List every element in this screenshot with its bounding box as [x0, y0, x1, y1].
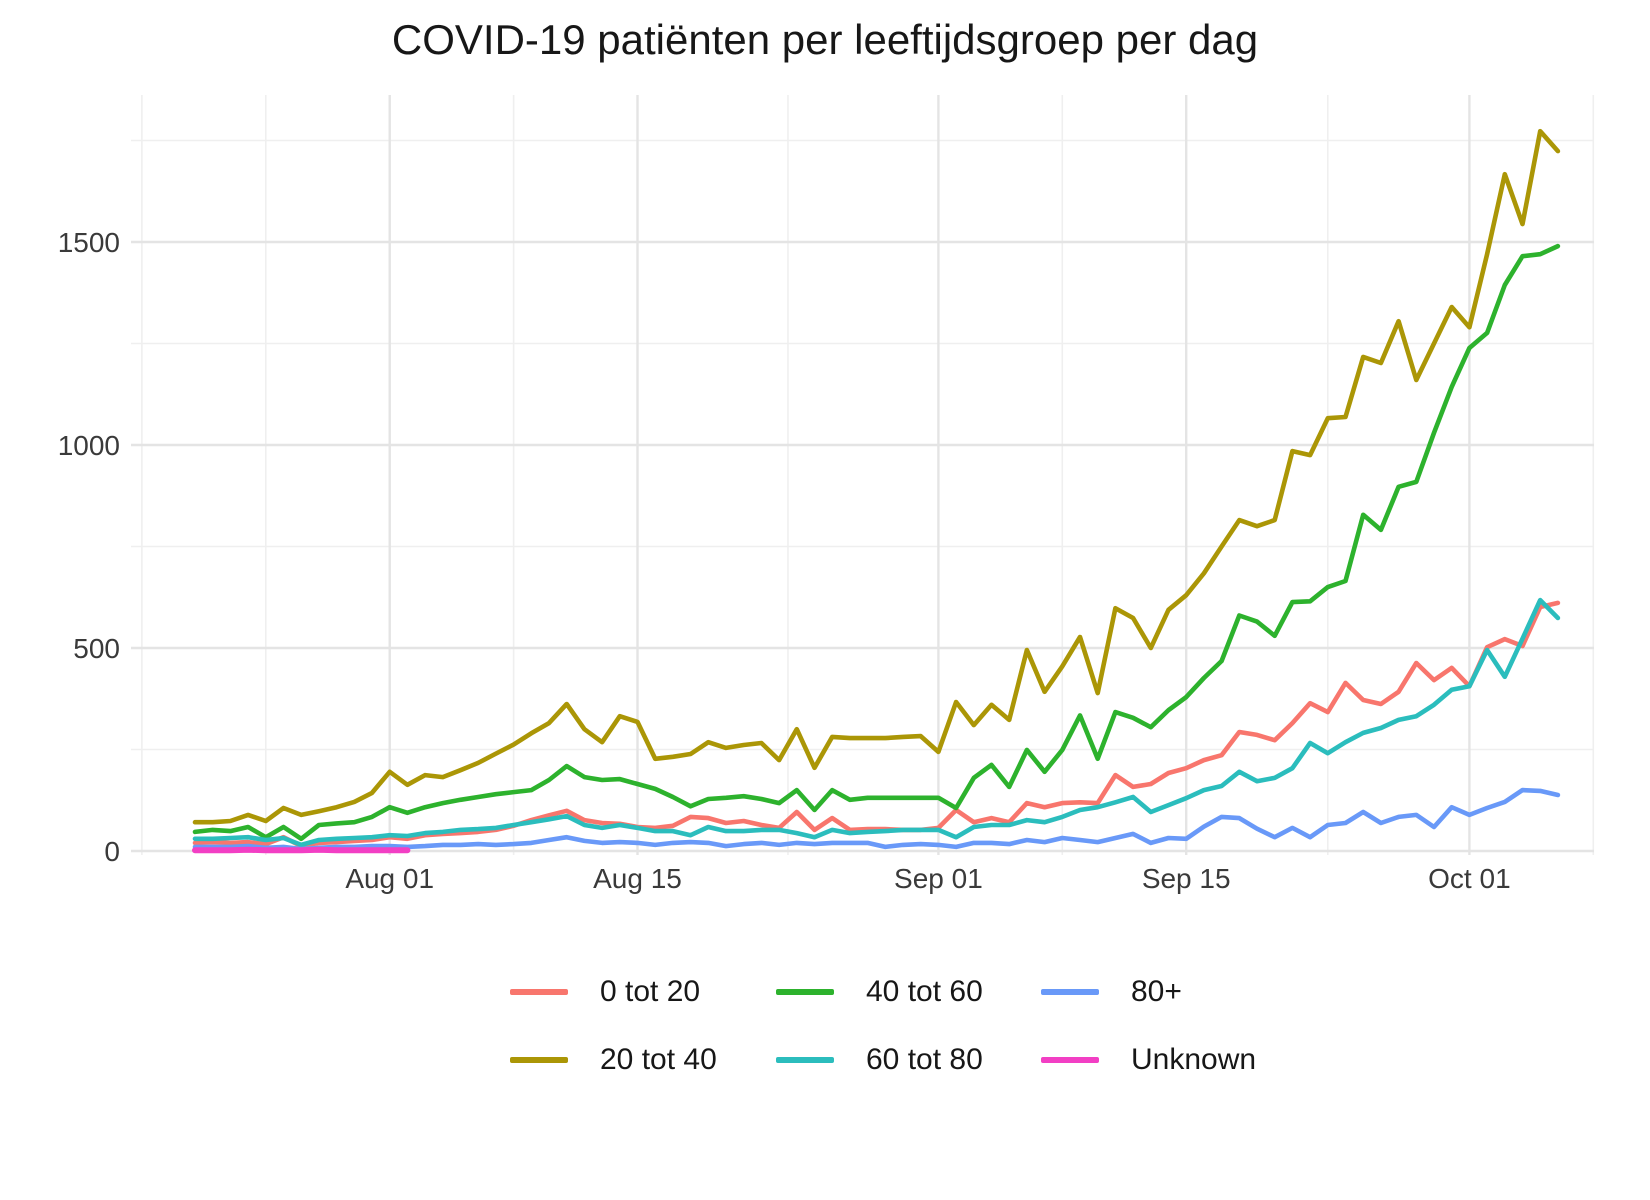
x-axis-label: Sep 15	[1142, 863, 1231, 894]
legend-item-unknown: Unknown	[1041, 1043, 1256, 1077]
series-lines	[192, 128, 1561, 854]
legend-key-icon	[1041, 1057, 1099, 1063]
chart-title: COVID-19 patiënten per leeftijdsgroep pe…	[391, 16, 1259, 63]
series-line-40-tot-60	[192, 243, 1561, 842]
legend-key-icon	[776, 989, 834, 995]
legend-item-0-tot-20: 0 tot 20	[510, 975, 717, 1009]
series-line-80+	[192, 787, 1561, 852]
legend-label: 60 tot 80	[866, 1043, 983, 1076]
x-axis-labels: Aug 01 Aug 15 Sep 01 Sep 15 Oct 01	[345, 863, 1510, 894]
legend-column: 0 tot 20 20 tot 40	[510, 975, 717, 1111]
legend-label: Unknown	[1131, 1043, 1257, 1076]
y-axis-label: 500	[73, 633, 120, 664]
chart-canvas: 0 500 1000 1500 Aug 01 Aug 15 Sep 01 Sep 15 Oct …	[58, 95, 1595, 894]
x-axis-label: Aug 01	[345, 863, 434, 894]
legend-item-20-tot-40: 20 tot 40	[510, 1043, 717, 1077]
legend-key-icon	[1041, 989, 1099, 995]
legend-column: 40 tot 60 60 tot 80	[776, 975, 983, 1111]
gridlines-major	[131, 95, 1594, 855]
legend-label: 20 tot 40	[600, 1043, 717, 1076]
legend-label: 0 tot 20	[600, 975, 701, 1008]
legend-item-80+: 80+	[1041, 975, 1256, 1009]
x-axis-label: Aug 15	[593, 863, 682, 894]
chart-legend: 0 tot 20 20 tot 40 40 tot 60 60 tot 80 80+ Un…	[0, 975, 1650, 1115]
legend-label: 40 tot 60	[866, 975, 983, 1008]
legend-key-icon	[776, 1057, 834, 1063]
y-axis-label: 1500	[58, 227, 120, 258]
legend-key-icon	[510, 989, 568, 995]
legend-item-40-tot-60: 40 tot 60	[776, 975, 983, 1009]
gridlines-minor	[131, 95, 1595, 855]
y-axis-label: 0	[104, 836, 120, 867]
y-axis-label: 1000	[58, 430, 120, 461]
x-axis-label: Sep 01	[894, 863, 983, 894]
y-axis-labels: 0 500 1000 1500	[58, 227, 120, 867]
series-line-20-tot-40	[192, 128, 1561, 825]
series-line-60-tot-80	[192, 597, 1561, 848]
legend-item-60-tot-80: 60 tot 80	[776, 1043, 983, 1077]
legend-key-icon	[510, 1057, 568, 1063]
x-axis-label: Oct 01	[1428, 863, 1510, 894]
legend-column: 80+ Unknown	[1041, 975, 1256, 1111]
legend-label: 80+	[1131, 975, 1182, 1008]
